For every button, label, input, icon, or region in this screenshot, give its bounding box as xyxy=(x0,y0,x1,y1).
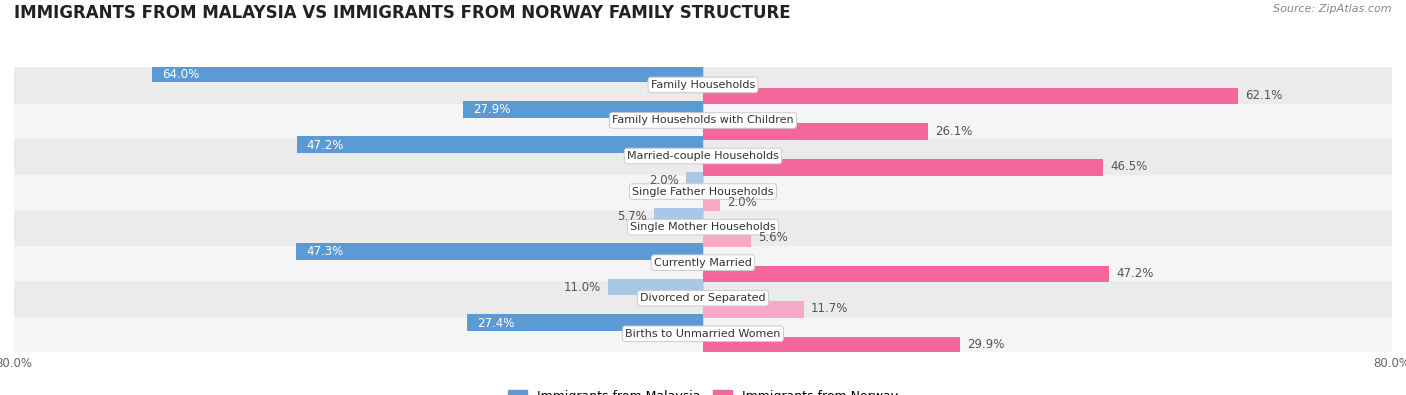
Text: 11.0%: 11.0% xyxy=(564,281,602,294)
Text: 5.7%: 5.7% xyxy=(617,210,647,223)
Bar xyxy=(14,209,1392,245)
Text: 27.9%: 27.9% xyxy=(472,103,510,116)
Bar xyxy=(703,265,1109,282)
Legend: Immigrants from Malaysia, Immigrants from Norway: Immigrants from Malaysia, Immigrants fro… xyxy=(503,385,903,395)
Text: Currently Married: Currently Married xyxy=(654,258,752,268)
Bar xyxy=(152,66,703,82)
Text: Divorced or Separated: Divorced or Separated xyxy=(640,293,766,303)
Bar xyxy=(654,208,703,224)
Text: 29.9%: 29.9% xyxy=(967,338,1005,351)
Bar xyxy=(14,245,1392,280)
Text: Family Households with Children: Family Households with Children xyxy=(612,115,794,126)
Text: Family Households: Family Households xyxy=(651,80,755,90)
Text: 2.0%: 2.0% xyxy=(650,174,679,187)
Text: 46.5%: 46.5% xyxy=(1111,160,1147,173)
Bar xyxy=(297,137,703,153)
Bar xyxy=(14,103,1392,138)
Text: Single Father Households: Single Father Households xyxy=(633,186,773,197)
Bar xyxy=(14,280,1392,316)
Bar xyxy=(703,123,928,140)
Bar xyxy=(703,88,1237,104)
Bar xyxy=(295,243,703,260)
Bar xyxy=(703,337,960,353)
Bar xyxy=(686,172,703,189)
Bar xyxy=(609,279,703,295)
Text: Married-couple Households: Married-couple Households xyxy=(627,151,779,161)
Bar xyxy=(467,314,703,331)
Bar xyxy=(703,194,720,211)
Bar xyxy=(703,301,804,318)
Text: 5.6%: 5.6% xyxy=(758,231,787,245)
Bar xyxy=(703,159,1104,175)
Text: 47.3%: 47.3% xyxy=(307,245,343,258)
Text: 47.2%: 47.2% xyxy=(307,139,344,152)
Text: 64.0%: 64.0% xyxy=(162,68,200,81)
Text: 47.2%: 47.2% xyxy=(1116,267,1154,280)
Bar xyxy=(14,67,1392,103)
Text: 62.1%: 62.1% xyxy=(1244,89,1282,102)
Bar xyxy=(463,101,703,118)
Bar xyxy=(703,230,751,246)
Text: 26.1%: 26.1% xyxy=(935,125,972,138)
Text: Births to Unmarried Women: Births to Unmarried Women xyxy=(626,329,780,339)
Bar xyxy=(14,174,1392,209)
Text: 27.4%: 27.4% xyxy=(478,316,515,329)
Text: 2.0%: 2.0% xyxy=(727,196,756,209)
Text: Single Mother Households: Single Mother Households xyxy=(630,222,776,232)
Text: 11.7%: 11.7% xyxy=(811,303,848,316)
Bar xyxy=(14,316,1392,352)
Bar xyxy=(14,138,1392,174)
Text: Source: ZipAtlas.com: Source: ZipAtlas.com xyxy=(1274,4,1392,14)
Text: IMMIGRANTS FROM MALAYSIA VS IMMIGRANTS FROM NORWAY FAMILY STRUCTURE: IMMIGRANTS FROM MALAYSIA VS IMMIGRANTS F… xyxy=(14,4,790,22)
